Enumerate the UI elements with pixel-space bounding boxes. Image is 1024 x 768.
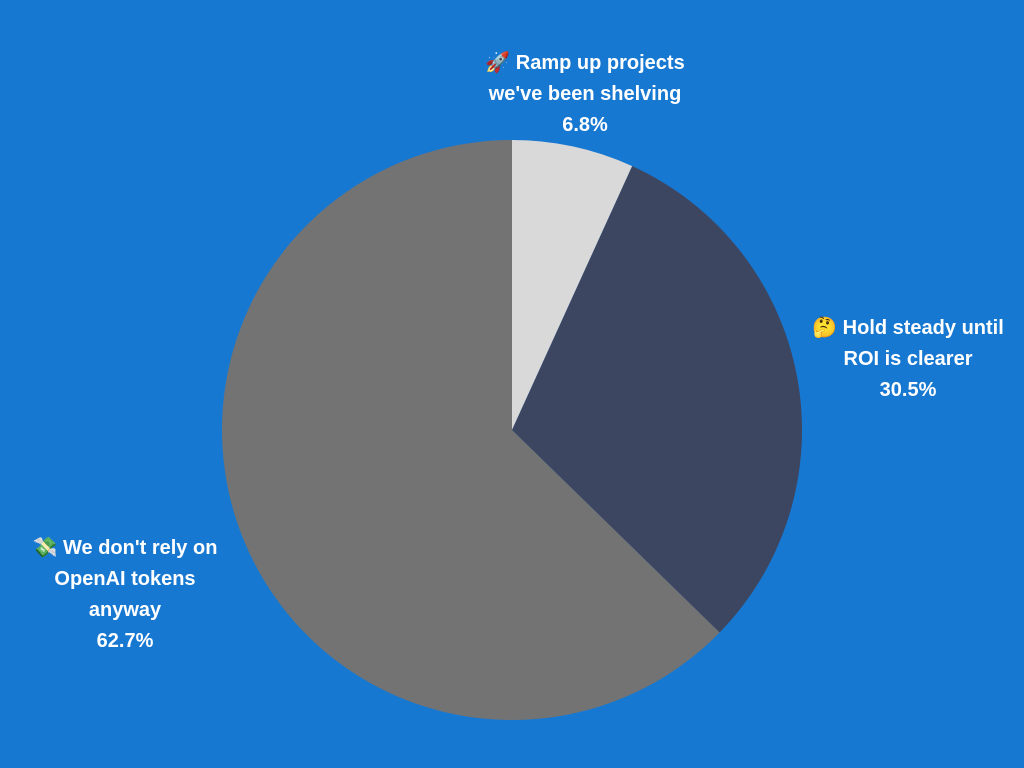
slice-label: 🚀 Ramp up projects we've been shelving 6.…: [460, 48, 710, 141]
slice-label: 💸 We don't rely on OpenAI tokens anyway 6…: [18, 533, 233, 657]
category-label: 🤔 Hold steady until ROI is clearer: [812, 317, 1004, 370]
pie-slice: [221, 140, 720, 720]
slice-label: 🤔 Hold steady until ROI is clearer 30.5%: [802, 313, 1014, 406]
value-label: 30.5%: [879, 379, 937, 401]
pie-slice: [512, 166, 802, 633]
value-label: 62.7%: [96, 630, 154, 652]
pie-slice: [512, 140, 633, 430]
category-label: 💸 We don't rely on OpenAI tokens anyway: [32, 537, 218, 621]
value-label: 6.8%: [562, 114, 608, 136]
category-label: 🚀 Ramp up projects we've been shelving: [485, 52, 685, 105]
